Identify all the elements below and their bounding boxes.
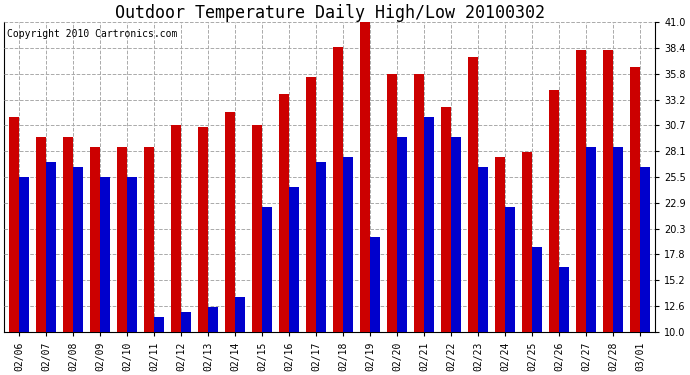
Bar: [171, 125, 181, 332]
Bar: [73, 167, 83, 332]
Bar: [252, 125, 262, 332]
Bar: [603, 50, 613, 332]
Bar: [154, 317, 164, 332]
Bar: [522, 152, 532, 332]
Text: Copyright 2010 Cartronics.com: Copyright 2010 Cartronics.com: [8, 28, 178, 39]
Bar: [46, 162, 57, 332]
Bar: [235, 297, 246, 332]
Bar: [414, 74, 424, 332]
Bar: [478, 167, 489, 332]
Bar: [144, 147, 154, 332]
Bar: [36, 137, 46, 332]
Bar: [333, 47, 343, 332]
Bar: [343, 158, 353, 332]
Bar: [360, 22, 370, 332]
Bar: [630, 68, 640, 332]
Bar: [397, 137, 407, 332]
Bar: [532, 248, 542, 332]
Bar: [63, 137, 73, 332]
Bar: [613, 147, 624, 332]
Bar: [370, 237, 380, 332]
Bar: [640, 167, 651, 332]
Bar: [208, 308, 218, 332]
Title: Outdoor Temperature Daily High/Low 20100302: Outdoor Temperature Daily High/Low 20100…: [115, 4, 544, 22]
Bar: [576, 50, 586, 332]
Bar: [181, 312, 191, 332]
Bar: [19, 177, 29, 332]
Bar: [306, 77, 316, 332]
Bar: [451, 137, 462, 332]
Bar: [279, 94, 289, 332]
Bar: [262, 207, 273, 332]
Bar: [225, 112, 235, 332]
Bar: [441, 107, 451, 332]
Bar: [495, 158, 505, 332]
Bar: [468, 57, 478, 332]
Bar: [586, 147, 596, 332]
Bar: [117, 147, 127, 332]
Bar: [289, 188, 299, 332]
Bar: [549, 90, 559, 332]
Bar: [505, 207, 515, 332]
Bar: [198, 128, 208, 332]
Bar: [387, 74, 397, 332]
Bar: [100, 177, 110, 332]
Bar: [127, 177, 137, 332]
Bar: [316, 162, 326, 332]
Bar: [559, 267, 569, 332]
Bar: [9, 117, 19, 332]
Bar: [90, 147, 100, 332]
Bar: [424, 117, 435, 332]
